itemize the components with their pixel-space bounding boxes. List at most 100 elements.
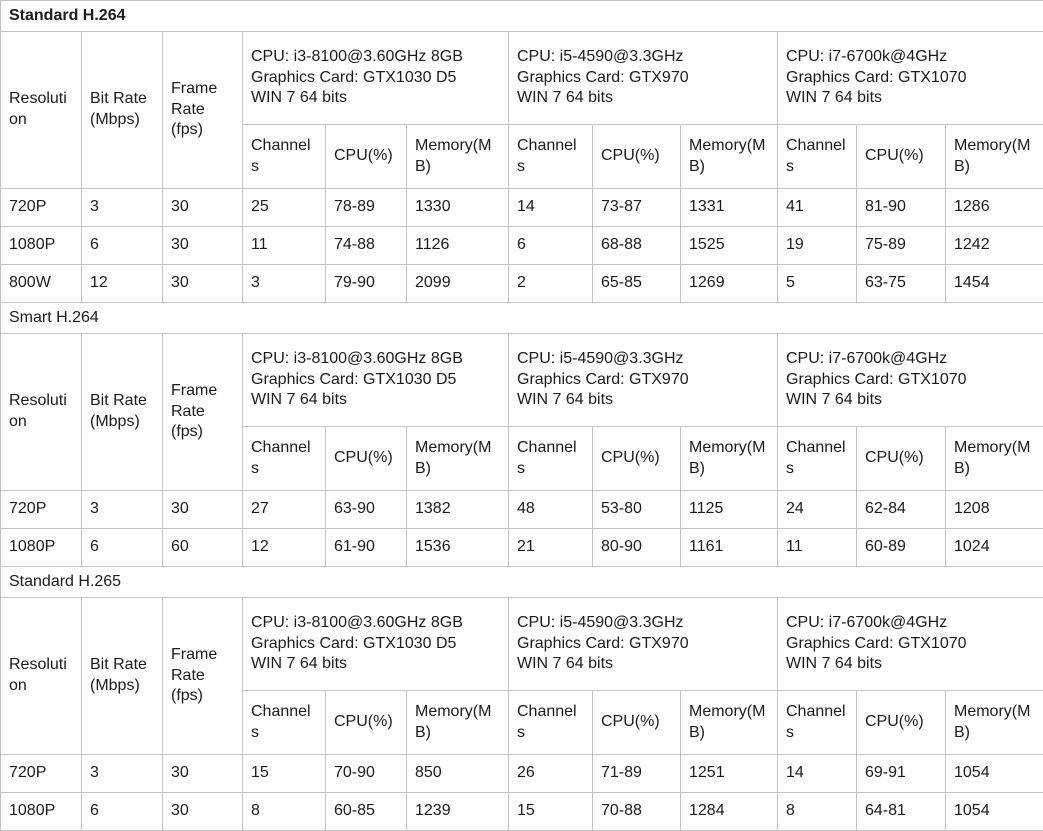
cpu-group-header: CPU: i7-6700k@4GHz Graphics Card: GTX107… [778, 32, 1043, 125]
bar-row: Standard H.264 [1, 1, 1043, 32]
col-header-resolution: Resolution [1, 32, 82, 189]
section-title: Standard H.265 [1, 567, 1043, 598]
data-cell: 71-89 [593, 755, 681, 793]
col-header-bit-rate: Bit Rate (Mbps) [82, 334, 163, 491]
data-cell: 62-84 [857, 491, 946, 529]
data-cell: 3 [82, 491, 163, 529]
sub-col-header: Channels [243, 125, 326, 189]
cpu-group-header: CPU: i5-4590@3.3GHz Graphics Card: GTX97… [509, 32, 778, 125]
data-cell: 3 [82, 189, 163, 227]
data-cell: 24 [778, 491, 857, 529]
col-header-frame-rate: Frame Rate (fps) [163, 32, 243, 189]
data-cell: 1284 [681, 793, 778, 831]
data-cell: 1080P [1, 529, 82, 567]
data-cell: 74-88 [326, 227, 407, 265]
data-cell: 19 [778, 227, 857, 265]
cpu-group-header: CPU: i3-8100@3.60GHz 8GB Graphics Card: … [243, 32, 509, 125]
data-cell: 1331 [681, 189, 778, 227]
sub-col-header: Channels [509, 427, 593, 491]
col-header-frame-rate: Frame Rate (fps) [163, 334, 243, 491]
data-cell: 720P [1, 491, 82, 529]
sub-col-header: Memory(MB) [681, 691, 778, 755]
data-cell: 720P [1, 189, 82, 227]
data-cell: 27 [243, 491, 326, 529]
sub-col-header: Memory(MB) [946, 427, 1043, 491]
data-cell: 63-90 [326, 491, 407, 529]
data-cell: 70-88 [593, 793, 681, 831]
data-cell: 73-87 [593, 189, 681, 227]
cpu-group-header: CPU: i5-4590@3.3GHz Graphics Card: GTX97… [509, 334, 778, 427]
data-cell: 53-80 [593, 491, 681, 529]
sub-col-header: CPU(%) [326, 691, 407, 755]
data-cell: 1239 [407, 793, 509, 831]
data-cell: 1382 [407, 491, 509, 529]
data-cell: 6 [509, 227, 593, 265]
data-cell: 3 [243, 265, 326, 303]
data-cell: 65-85 [593, 265, 681, 303]
sub-col-header: CPU(%) [593, 427, 681, 491]
data-cell: 80-90 [593, 529, 681, 567]
data-cell: 61-90 [326, 529, 407, 567]
data-cell: 30 [163, 491, 243, 529]
data-cell: 1454 [946, 265, 1043, 303]
col-header-resolution: Resolution [1, 334, 82, 491]
data-cell: 12 [243, 529, 326, 567]
sub-col-header: CPU(%) [857, 691, 946, 755]
data-cell: 15 [509, 793, 593, 831]
data-cell: 1054 [946, 793, 1043, 831]
sub-col-header: Channels [509, 125, 593, 189]
data-cell: 30 [163, 189, 243, 227]
data-cell: 1536 [407, 529, 509, 567]
data-cell: 1269 [681, 265, 778, 303]
data-cell: 800W [1, 265, 82, 303]
sub-col-header: Memory(MB) [407, 427, 509, 491]
data-cell: 6 [82, 793, 163, 831]
sub-col-header: CPU(%) [326, 125, 407, 189]
cpu-group-header: CPU: i7-6700k@4GHz Graphics Card: GTX107… [778, 334, 1043, 427]
data-cell: 30 [163, 755, 243, 793]
data-cell: 30 [163, 793, 243, 831]
sub-col-header: CPU(%) [857, 125, 946, 189]
data-cell: 8 [778, 793, 857, 831]
sub-col-header: Memory(MB) [946, 691, 1043, 755]
data-cell: 41 [778, 189, 857, 227]
data-cell: 1251 [681, 755, 778, 793]
data-cell: 11 [243, 227, 326, 265]
data-cell: 1054 [946, 755, 1043, 793]
sub-col-header: Memory(MB) [681, 125, 778, 189]
data-cell: 8 [243, 793, 326, 831]
data-cell: 1242 [946, 227, 1043, 265]
data-cell: 14 [509, 189, 593, 227]
sub-col-header: Memory(MB) [407, 125, 509, 189]
sub-col-header: Memory(MB) [681, 427, 778, 491]
section-title: Standard H.264 [1, 1, 1043, 32]
sub-col-header: CPU(%) [593, 691, 681, 755]
cpu-group-header: CPU: i3-8100@3.60GHz 8GB Graphics Card: … [243, 334, 509, 427]
data-cell: 1286 [946, 189, 1043, 227]
section-title: Smart H.264 [1, 303, 1043, 334]
data-cell: 1525 [681, 227, 778, 265]
data-cell: 70-90 [326, 755, 407, 793]
bar-row: Standard H.265 [1, 567, 1043, 598]
bar-row: Smart H.264 [1, 303, 1043, 334]
data-cell: 1126 [407, 227, 509, 265]
data-cell: 1208 [946, 491, 1043, 529]
data-cell: 1080P [1, 793, 82, 831]
data-cell: 69-91 [857, 755, 946, 793]
data-cell: 1125 [681, 491, 778, 529]
data-cell: 79-90 [326, 265, 407, 303]
data-cell: 850 [407, 755, 509, 793]
cpu-group-header: CPU: i7-6700k@4GHz Graphics Card: GTX107… [778, 598, 1043, 691]
cpu-group-header: CPU: i5-4590@3.3GHz Graphics Card: GTX97… [509, 598, 778, 691]
sub-col-header: CPU(%) [593, 125, 681, 189]
sub-col-header: Channels [778, 427, 857, 491]
